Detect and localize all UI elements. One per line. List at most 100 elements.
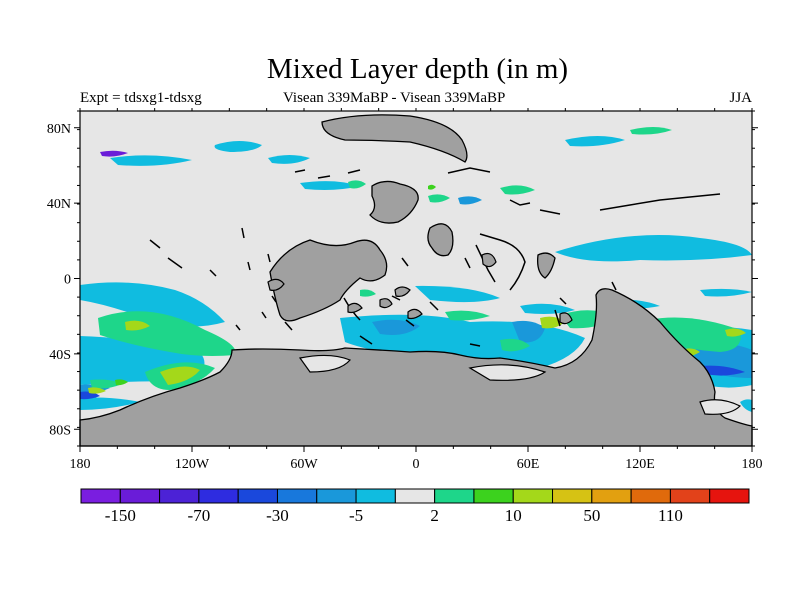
anomaly-patch xyxy=(100,150,128,157)
islet xyxy=(407,308,423,320)
colorbar-swatch xyxy=(552,488,593,504)
contour-line xyxy=(611,281,617,291)
contour-line xyxy=(347,169,361,174)
contour-line xyxy=(317,175,331,179)
contour-line xyxy=(209,269,217,277)
colorbar-swatch xyxy=(237,488,278,504)
arctic-landmass xyxy=(321,114,468,163)
anomaly-patch xyxy=(268,155,310,164)
anomaly-patch xyxy=(725,328,746,337)
shelf-outlines xyxy=(298,354,742,415)
anomaly-patch xyxy=(80,282,225,327)
lat-tick-label: 80N xyxy=(47,122,71,137)
contour-line xyxy=(599,193,721,211)
period-label: Visean 339MaBP - Visean 339MaBP xyxy=(283,90,506,106)
contour-line xyxy=(167,257,183,269)
colorbar-swatch xyxy=(434,488,475,504)
colorbar-swatch xyxy=(159,488,200,504)
colorbar-label: 10 xyxy=(505,506,522,525)
longitude-labels: 180 120W 60W 0 60E 120E 180 xyxy=(70,457,763,472)
experiment-label: Expt = tdsxg1-tdsxg xyxy=(80,90,202,106)
small-island xyxy=(537,252,556,279)
gondwana xyxy=(79,288,753,447)
contour-line xyxy=(235,324,241,331)
negative-anomaly-patches-purple xyxy=(100,150,128,157)
shelf-outline xyxy=(699,399,742,415)
colorbar-swatch xyxy=(473,488,514,504)
anomaly-patch xyxy=(372,319,420,335)
contour-line xyxy=(554,309,561,327)
anomaly-patch xyxy=(160,366,200,385)
colorbar-swatch xyxy=(355,488,396,504)
lon-tick-label: 180 xyxy=(742,457,763,472)
contour-line xyxy=(247,261,251,271)
contour-line xyxy=(391,295,401,301)
colorbar-label: 110 xyxy=(658,506,683,525)
laurussia xyxy=(269,239,388,322)
islet xyxy=(347,302,363,314)
contour-line xyxy=(429,301,439,311)
anomaly-patch xyxy=(565,136,625,147)
anomaly-patch xyxy=(740,399,752,412)
colorbar-swatch xyxy=(198,488,239,504)
islet xyxy=(379,298,393,309)
colorbar-swatch xyxy=(591,488,632,504)
contour-line xyxy=(475,244,496,283)
anomaly-patch xyxy=(700,288,752,297)
contour-line xyxy=(464,257,471,269)
anomaly-patch xyxy=(512,320,545,343)
colorbar-swatch xyxy=(316,488,357,504)
anomaly-patch xyxy=(80,397,140,410)
anomaly-patch xyxy=(700,365,745,376)
shelf-outline xyxy=(468,364,547,381)
anomaly-patch xyxy=(115,379,128,386)
colorbar-swatch xyxy=(80,488,121,504)
lon-tick-label: 120E xyxy=(625,457,655,472)
axis-ticks xyxy=(74,108,758,452)
contour-line xyxy=(479,233,526,291)
colorbar-label: -5 xyxy=(349,506,363,525)
colorbar-swatch xyxy=(669,488,711,504)
lat-tick-label: 40S xyxy=(49,348,71,363)
contour-line xyxy=(509,199,531,206)
colorbar-swatch xyxy=(119,488,161,504)
colorbar xyxy=(80,488,750,504)
north-island xyxy=(369,180,419,224)
anomaly-patch xyxy=(555,235,752,262)
anomaly-patch xyxy=(348,180,366,189)
anomaly-patch xyxy=(428,184,436,190)
anomaly-patch xyxy=(520,303,575,314)
anomaly-patch xyxy=(300,181,360,190)
lon-tick-label: 0 xyxy=(413,457,420,472)
season-label: JJA xyxy=(729,90,752,106)
colorbar-swatch xyxy=(276,488,318,504)
contour-line xyxy=(559,297,567,305)
colorbar-swatch xyxy=(709,488,750,504)
continents xyxy=(79,114,753,447)
anomaly-patch xyxy=(110,155,192,166)
anomaly-patch xyxy=(360,289,376,297)
land-islets xyxy=(267,252,573,325)
lon-tick-label: 120W xyxy=(175,457,210,472)
colorbar-swatch xyxy=(512,488,554,504)
lon-tick-label: 60W xyxy=(290,457,318,472)
colorbar-swatch xyxy=(630,488,671,504)
contour-line xyxy=(261,311,267,319)
anomaly-patch xyxy=(214,141,262,152)
lat-tick-label: 0 xyxy=(64,273,71,288)
lat-tick-label: 40N xyxy=(47,197,71,212)
anomaly-patch xyxy=(500,338,530,352)
contour-line xyxy=(149,239,161,249)
lon-tick-label: 180 xyxy=(70,457,91,472)
islet xyxy=(267,278,285,291)
anomaly-patch xyxy=(428,194,450,203)
contour-line xyxy=(271,295,277,303)
anomaly-patch xyxy=(415,285,500,303)
latitude-labels: 80N 40N 0 40S 80S xyxy=(47,122,71,439)
colorbar-labels: -150 -70 -30 -5 2 10 50 110 xyxy=(105,506,683,525)
colorbar-label: -70 xyxy=(188,506,211,525)
contour-line xyxy=(267,253,271,263)
colorbar-label: 2 xyxy=(430,506,439,525)
lon-tick-label: 60E xyxy=(517,457,540,472)
